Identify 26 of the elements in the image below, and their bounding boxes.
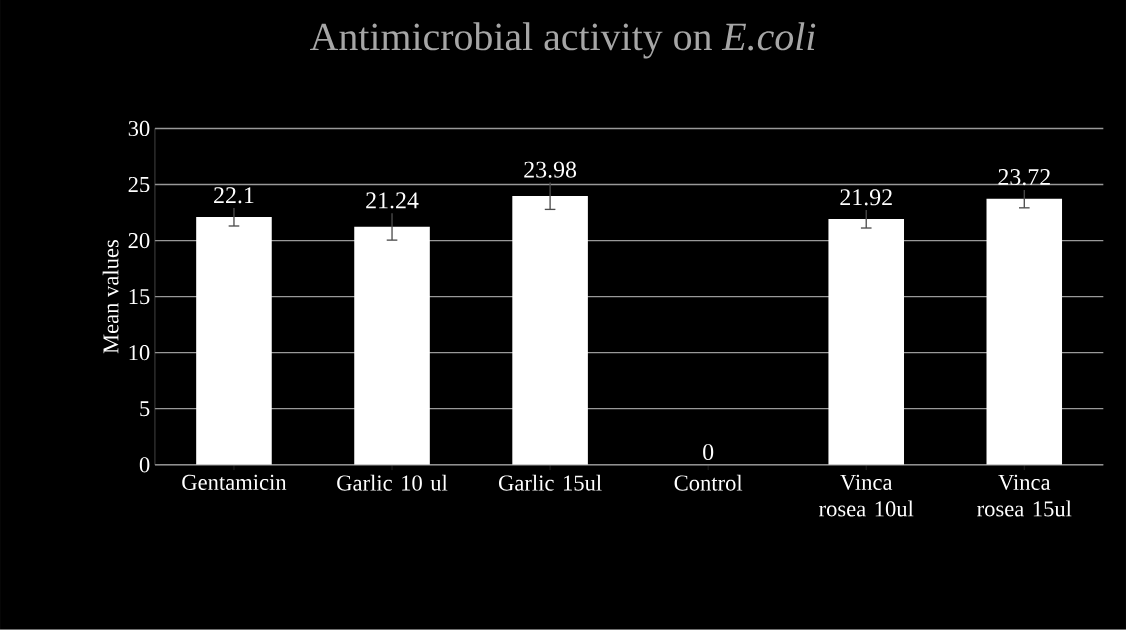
y-tick-label: 5: [140, 401, 150, 417]
x-tick-label: Vinca rosea 10ul: [819, 474, 914, 517]
bar: [512, 196, 588, 465]
y-tick-label: 25: [128, 176, 150, 193]
data-label: 23.98: [524, 161, 577, 178]
data-label: 23.72: [998, 169, 1050, 186]
bar: [196, 217, 272, 465]
bar: [986, 198, 1063, 465]
y-tick-label: 10: [129, 345, 150, 361]
data-label: 21.92: [840, 189, 892, 206]
y-axis-title: Mean values: [102, 240, 119, 354]
x-tick-label: Control: [674, 474, 743, 491]
bar: [354, 226, 430, 465]
x-tick-label: Vinca rosea 15ul: [977, 474, 1072, 517]
x-tick-label: Garlic 10 ul: [337, 474, 448, 491]
x-tick-label: Garlic 15ul: [498, 474, 602, 491]
x-tick-label: Gentamicin: [182, 474, 287, 490]
bar: [828, 219, 905, 465]
y-tick-label: 30: [128, 120, 150, 137]
chart-title: Antimicrobial activity on E.coli: [310, 22, 816, 59]
y-tick-label: 20: [128, 233, 150, 249]
y-tick-label: 15: [129, 289, 150, 305]
data-label: 0: [703, 444, 714, 461]
data-label: 22.1: [214, 187, 254, 204]
data-label: 21.24: [366, 192, 419, 209]
y-tick-label: 0: [139, 457, 150, 473]
